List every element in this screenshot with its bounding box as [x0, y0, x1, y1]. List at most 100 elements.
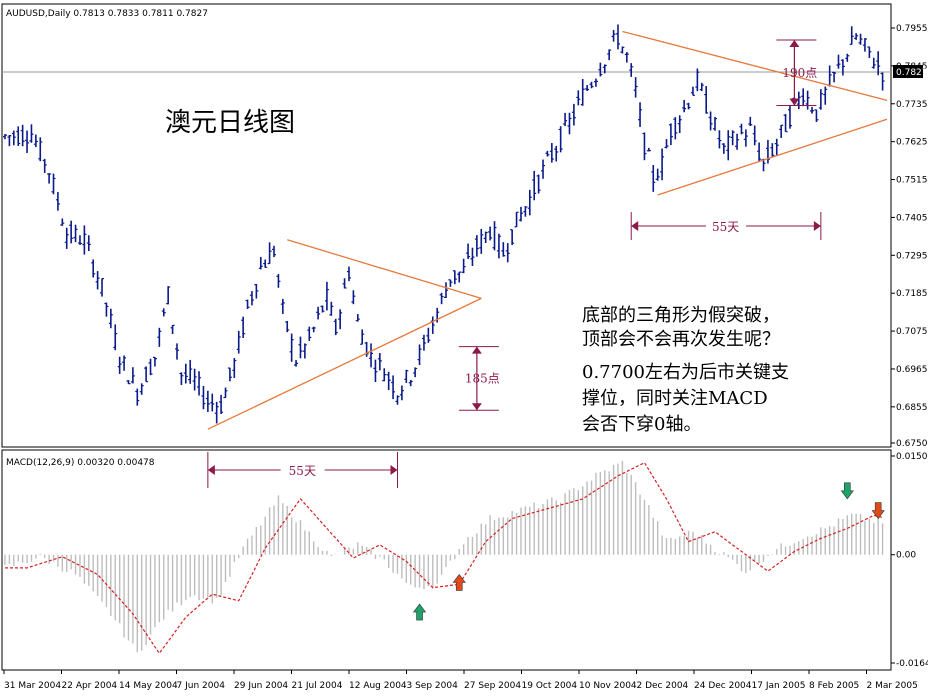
price-bar — [413, 367, 418, 378]
price-bar — [695, 68, 700, 92]
price-bar — [805, 90, 810, 110]
price-bar — [183, 363, 188, 384]
price-bar — [492, 221, 497, 251]
symbol-header: AUDUSD,Daily 0.7813 0.7833 0.7811 0.7827 — [6, 9, 208, 19]
price-bar — [219, 394, 224, 415]
price-candles — [3, 24, 885, 424]
price-bar — [47, 173, 52, 184]
price-bar — [757, 142, 762, 163]
price-bar — [245, 299, 250, 309]
price-bar — [417, 344, 422, 365]
price-bar — [651, 165, 656, 192]
price-bar — [541, 159, 546, 179]
price-bar — [638, 102, 643, 127]
price-bar — [735, 133, 740, 150]
price-bar — [329, 301, 334, 316]
price-bar — [664, 139, 669, 149]
price-bar — [501, 242, 506, 257]
price-bar — [69, 220, 74, 244]
price-bar — [77, 235, 82, 245]
date-tick-label: 10 Nov 2004 — [579, 681, 637, 691]
price-bar — [166, 286, 171, 305]
price-bar — [593, 78, 598, 87]
date-tick-label: 14 May 2004 — [119, 681, 178, 691]
price-bar — [832, 71, 837, 83]
price-bar — [263, 259, 268, 268]
price-bar — [444, 282, 448, 299]
date-tick-label: 29 Jun 2004 — [234, 681, 288, 691]
price-bar — [505, 243, 510, 263]
triangle-left-upper — [287, 239, 482, 299]
price-bar — [783, 113, 788, 133]
macd-histogram — [4, 460, 884, 653]
price-bar — [404, 369, 409, 383]
price-bar — [748, 116, 753, 127]
macd-signal-arrow-down — [840, 482, 854, 500]
price-bar — [549, 143, 554, 163]
price-tick-label: 0.6750 — [896, 439, 928, 449]
price-bar — [241, 316, 246, 339]
span-macd-arrow-left — [207, 465, 215, 475]
price-bar — [677, 115, 682, 133]
price-bar — [60, 218, 65, 226]
measure-190-arrow-bottom — [789, 98, 800, 106]
measure-190-label: 190点 — [782, 66, 817, 80]
price-bar — [210, 393, 215, 412]
macd-tick-label: 0.00 — [896, 551, 916, 561]
price-bar — [532, 170, 537, 201]
macd-signal-arrow-up — [412, 603, 427, 621]
price-bar — [699, 82, 704, 92]
date-tick-label: 19 Oct 2004 — [522, 681, 578, 691]
measure-185-arrow-bottom — [471, 403, 482, 411]
price-bar — [408, 379, 413, 387]
triangle-right-lower — [657, 118, 888, 196]
price-bar — [580, 78, 585, 106]
price-bar — [272, 245, 277, 258]
price-bar — [386, 371, 391, 391]
price-bar — [324, 281, 329, 311]
price-tick-label: 0.7075 — [896, 327, 928, 337]
macd-signal-arrow-down — [871, 502, 885, 520]
price-bar — [642, 132, 647, 161]
price-bar — [391, 375, 396, 400]
price-bar — [633, 77, 638, 98]
date-tick-label: 27 Sep 2004 — [464, 681, 521, 691]
price-bar — [197, 371, 202, 396]
price-bar — [122, 355, 127, 371]
date-tick-label: 21 Jul 2004 — [292, 681, 343, 691]
price-bar — [51, 173, 56, 195]
price-bar — [346, 266, 351, 282]
price-bar — [86, 235, 91, 252]
price-tick-label: 0.7955 — [896, 24, 928, 34]
price-bar — [188, 359, 193, 384]
price-bar — [316, 306, 321, 320]
price-bar — [796, 91, 801, 110]
price-bar — [602, 64, 607, 74]
price-bar — [338, 309, 343, 330]
macd-tick-label: 0.01502 — [896, 452, 928, 462]
price-bar — [576, 90, 581, 106]
price-bar — [16, 126, 21, 146]
svg-text:0.7827: 0.7827 — [896, 68, 928, 78]
measure-185-label: 185点 — [465, 371, 500, 385]
price-bar — [33, 134, 38, 148]
price-bar — [426, 327, 431, 343]
price-tick-label: 0.6965 — [896, 365, 928, 375]
price-bar — [708, 111, 713, 131]
price-bar — [629, 63, 634, 77]
price-bar — [64, 227, 69, 249]
price-bar — [236, 330, 241, 354]
span-top-arrow-right — [813, 221, 821, 232]
price-bar — [108, 308, 113, 329]
price-bar — [810, 106, 815, 114]
price-bar — [721, 143, 726, 154]
note-line-5: 会否下穿0轴。 — [582, 414, 701, 435]
price-bar — [20, 124, 25, 147]
date-tick-label: 31 Mar 2004 — [4, 681, 61, 691]
price-bar — [726, 130, 731, 161]
price-bar — [258, 256, 263, 270]
macd-axis: 0.01502 0.00 -0.01647 — [891, 452, 928, 669]
price-bar — [589, 81, 594, 89]
price-bar — [527, 189, 532, 216]
macd-header: MACD(12,26,9) 0.00320 0.00478 — [6, 458, 155, 468]
